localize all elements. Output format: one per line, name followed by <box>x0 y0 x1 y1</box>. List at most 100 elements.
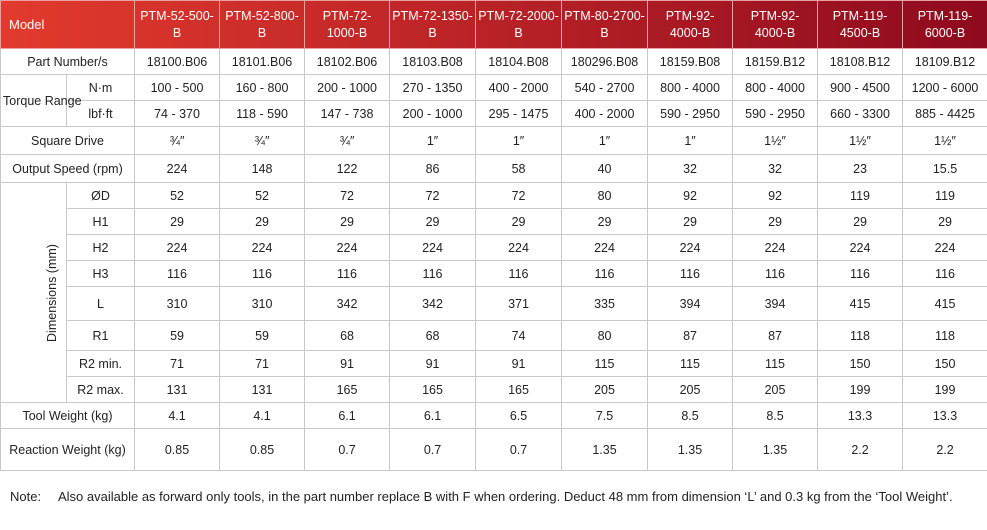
value-cell: 1″ <box>647 126 734 155</box>
value-cell: 2.2 <box>817 428 904 471</box>
value-cell: 394 <box>647 286 734 321</box>
value-cell: 6.5 <box>475 402 563 429</box>
value-cell: 1200 - 6000 <box>902 74 987 101</box>
value-cell: 224 <box>902 234 987 261</box>
value-cell: 92 <box>647 182 734 209</box>
value-cell: 13.3 <box>817 402 904 429</box>
value-cell: 115 <box>561 350 649 377</box>
value-cell: 1″ <box>389 126 477 155</box>
value-cell: 394 <box>732 286 819 321</box>
value-cell: 4.1 <box>134 402 221 429</box>
value-cell: 148 <box>219 154 306 183</box>
dim-name-l: L <box>65 286 136 321</box>
value-cell: 29 <box>304 208 391 235</box>
value-cell: 118 <box>817 320 904 351</box>
value-cell: 165 <box>475 376 563 403</box>
row-part-number: Part Number/s 18100.B06 18101.B06 18102.B0… <box>0 48 987 75</box>
value-cell: 0.85 <box>219 428 306 471</box>
value-cell: 118 <box>902 320 987 351</box>
value-cell: 52 <box>134 182 221 209</box>
value-cell: 131 <box>219 376 306 403</box>
value-cell: 415 <box>902 286 987 321</box>
value-cell: 150 <box>817 350 904 377</box>
note-label: Note: <box>10 489 42 504</box>
value-cell: 8.5 <box>732 402 819 429</box>
value-cell: 1″ <box>475 126 563 155</box>
value-cell: 59 <box>134 320 221 351</box>
row-square-drive: Square Drive ¾″ ¾″ ¾″ 1″ 1″ 1″ 1″ 1½″ 1½″ 1½″ <box>0 126 987 155</box>
value-cell: 8.5 <box>647 402 734 429</box>
value-cell: 4.1 <box>219 402 306 429</box>
value-cell: ¾″ <box>134 126 221 155</box>
value-cell: 72 <box>475 182 563 209</box>
value-cell: 74 <box>475 320 563 351</box>
value-cell: 29 <box>561 208 649 235</box>
row-dim-od: Dimensions (mm) ØD 52 52 72 72 72 80 92 92 119 11… <box>0 182 987 403</box>
value-cell: 371 <box>475 286 563 321</box>
row-reaction-weight: Reaction Weight (kg) 0.85 0.85 0.7 0.7 0.7 1.… <box>0 428 987 471</box>
dim-name-h2: H2 <box>65 234 136 261</box>
value-cell: 116 <box>817 260 904 287</box>
header-row: Model PTM-52-500-B PTM-52-800-B PTM-72-100… <box>0 0 987 49</box>
value-cell: 590 - 2950 <box>647 100 734 127</box>
value-cell: 91 <box>475 350 563 377</box>
value-cell: 18102.B06 <box>304 48 391 75</box>
value-cell: 29 <box>732 208 819 235</box>
value-cell: 205 <box>647 376 734 403</box>
value-cell: 119 <box>902 182 987 209</box>
value-cell: 29 <box>475 208 563 235</box>
value-cell: 68 <box>304 320 391 351</box>
value-cell: 224 <box>732 234 819 261</box>
value-cell: 72 <box>304 182 391 209</box>
value-cell: 224 <box>561 234 649 261</box>
value-cell: 270 - 1350 <box>389 74 477 101</box>
value-cell: 6.1 <box>304 402 391 429</box>
value-cell: 1.35 <box>732 428 819 471</box>
value-cell: 1.35 <box>647 428 734 471</box>
value-cell: 116 <box>732 260 819 287</box>
value-cell: 40 <box>561 154 649 183</box>
value-cell: 32 <box>647 154 734 183</box>
value-cell: 1″ <box>561 126 649 155</box>
value-cell: 900 - 4500 <box>817 74 904 101</box>
row-label-part-number: Part Number/s <box>0 48 136 75</box>
row-label-square-drive: Square Drive <box>0 126 136 155</box>
value-cell: 52 <box>219 182 306 209</box>
value-cell: 118 - 590 <box>219 100 306 127</box>
row-dim-r1: R1 59 59 68 68 74 80 87 87 118 118 <box>1 320 987 351</box>
value-cell: 540 - 2700 <box>561 74 649 101</box>
value-cell: 800 - 4000 <box>732 74 819 101</box>
value-cell: 80 <box>561 182 649 209</box>
value-cell: 415 <box>817 286 904 321</box>
value-cell: 74 - 370 <box>134 100 221 127</box>
value-cell: 6.1 <box>389 402 477 429</box>
note-text: Also available as forward only tools, in… <box>58 489 953 504</box>
value-cell: 200 - 1000 <box>389 100 477 127</box>
value-cell: 310 <box>219 286 306 321</box>
footnote: Note: Also available as forward only too… <box>10 488 975 505</box>
dim-name-r2min: R2 min. <box>65 350 136 377</box>
value-cell: 160 - 800 <box>219 74 306 101</box>
model-header-cell: PTM-72-1000-B <box>304 0 391 49</box>
row-output-speed: Output Speed (rpm) 224 148 122 86 58 40 32 32 23… <box>0 154 987 183</box>
value-cell: 29 <box>219 208 306 235</box>
value-cell: 115 <box>732 350 819 377</box>
value-cell: 199 <box>817 376 904 403</box>
dimensions-label: Dimensions (mm) <box>44 243 59 342</box>
model-header-cell: PTM-92-4000-B <box>647 0 734 49</box>
value-cell: 224 <box>817 234 904 261</box>
value-cell: 1½″ <box>902 126 987 155</box>
value-cell: 205 <box>732 376 819 403</box>
value-cell: 400 - 2000 <box>561 100 649 127</box>
value-cell: 224 <box>475 234 563 261</box>
row-label-reaction-weight: Reaction Weight (kg) <box>0 428 136 471</box>
model-header-cell: PTM-80-2700-B <box>561 0 649 49</box>
value-cell: 0.85 <box>134 428 221 471</box>
value-cell: 1½″ <box>732 126 819 155</box>
value-cell: 18103.B08 <box>389 48 477 75</box>
value-cell: 224 <box>134 234 221 261</box>
value-cell: 32 <box>732 154 819 183</box>
value-cell: 590 - 2950 <box>732 100 819 127</box>
value-cell: 29 <box>902 208 987 235</box>
value-cell: 116 <box>304 260 391 287</box>
